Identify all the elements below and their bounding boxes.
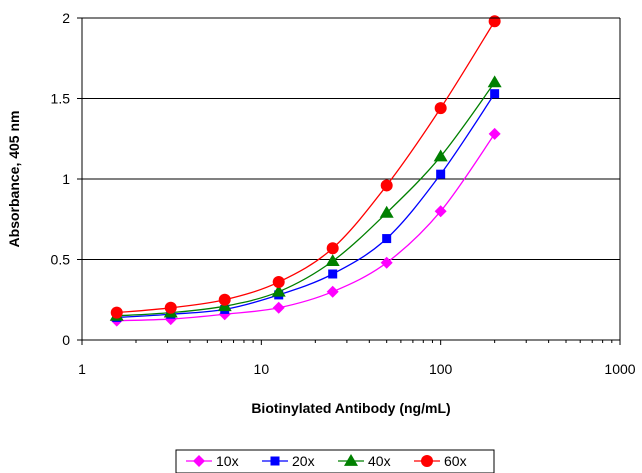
y-tick-label: 0: [62, 332, 70, 348]
series-line-40x: [116, 82, 496, 317]
x-axis-title: Biotinylated Antibody (ng/mL): [251, 400, 450, 416]
legend-label-10x: 10x: [216, 453, 239, 469]
data-point-20x: [490, 89, 500, 99]
y-axis-title: Absorbance, 405 nm: [6, 111, 22, 248]
x-tick-label: 1: [78, 361, 86, 377]
data-point-60x: [110, 306, 123, 319]
legend-marker-40x: [344, 454, 358, 466]
legend-marker-10x: [193, 455, 205, 467]
legend-label-60x: 60x: [444, 453, 467, 469]
data-point-10x: [434, 205, 447, 218]
data-point-60x: [272, 276, 285, 289]
series-line-60x: [116, 20, 496, 314]
legend-label-20x: 20x: [292, 453, 315, 469]
data-point-40x: [487, 75, 502, 88]
legend-label-40x: 40x: [368, 453, 391, 469]
series-line-10x: [116, 133, 496, 322]
data-point-60x: [380, 179, 393, 192]
data-point-40x: [271, 284, 286, 297]
data-point-10x: [272, 301, 285, 314]
legend-box: [175, 449, 495, 473]
x-tick-label: 100: [429, 361, 453, 377]
x-tick-label: 1000: [604, 361, 635, 377]
legend-marker-20x: [270, 456, 280, 466]
data-point-60x: [488, 15, 501, 28]
y-tick-label: 1.5: [51, 91, 71, 107]
axis-ticks: 0 0.5 1 1.5 2 1 10 100 1000: [51, 10, 636, 377]
legend-marker-60x: [421, 455, 433, 467]
series-line-20x: [116, 93, 496, 319]
data-point-10x: [380, 256, 393, 269]
data-point-60x: [218, 293, 231, 306]
data-point-20x: [382, 234, 392, 244]
y-tick-label: 2: [62, 10, 70, 26]
legend: 10x 20x 40x 60x: [186, 453, 467, 469]
data-point-40x: [379, 205, 394, 218]
data-point-10x: [488, 127, 501, 140]
data-point-40x: [325, 254, 340, 267]
data-point-60x: [326, 242, 339, 255]
series-markers: [109, 15, 502, 327]
data-point-10x: [326, 285, 339, 298]
data-point-20x: [436, 169, 446, 179]
data-point-40x: [433, 149, 448, 162]
data-point-60x: [434, 102, 447, 115]
y-tick-label: 1: [62, 171, 70, 187]
data-point-20x: [328, 269, 338, 279]
grid-lines: [82, 98, 620, 260]
data-point-60x: [164, 301, 177, 314]
x-tick-label: 10: [254, 361, 270, 377]
y-tick-label: 0.5: [51, 252, 71, 268]
